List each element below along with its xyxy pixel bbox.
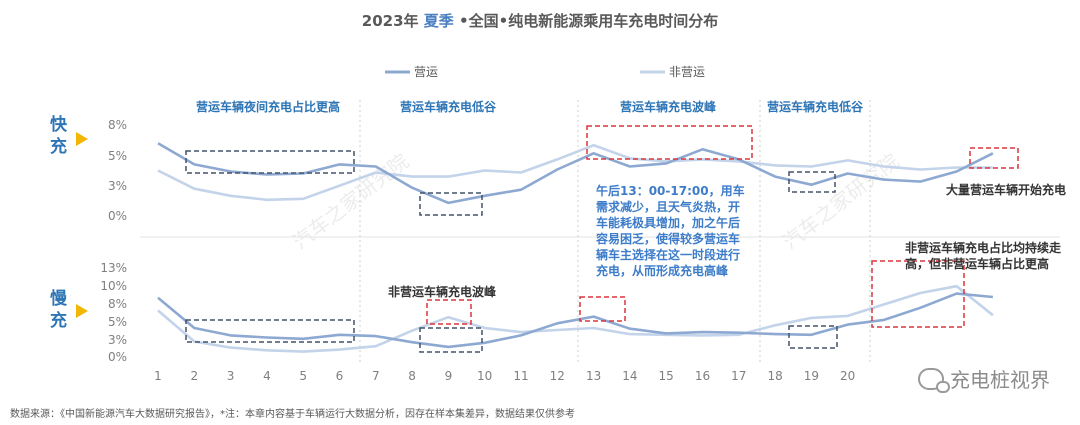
- y-ticks-fast: 8% 5% 3% 0%: [108, 118, 127, 223]
- x-tick-label: 1: [154, 369, 162, 383]
- annotation-line: 充电，从而形成充电高峰: [596, 263, 729, 278]
- annotation-line: 需求减少，且天气炎热，开: [596, 199, 740, 214]
- box-rise-slow: [871, 260, 965, 328]
- box-morning-slow: [419, 327, 483, 353]
- panel-arrow-slow: [76, 304, 88, 318]
- annotation-start-charge: 大量营运车辆开始充电: [946, 182, 1066, 197]
- legend: 营运 非营运: [385, 65, 705, 79]
- legend-label-non-operating: 非营运: [669, 65, 705, 79]
- y-tick-label: 10%: [100, 279, 127, 293]
- y-tick-label: 0%: [108, 209, 127, 223]
- panel-arrow-fast: [76, 132, 88, 146]
- fast-series-line-non-operating: [157, 143, 993, 202]
- box-evening-slow: [788, 325, 838, 349]
- x-tick-label: 9: [445, 369, 453, 383]
- logo-text: 充电桩视界: [950, 368, 1050, 392]
- annotation-line: 容易困乏，使得较多营运车: [595, 231, 740, 246]
- highlight-boxes: [185, 125, 1019, 353]
- x-tick-label: 13: [586, 369, 601, 383]
- title-part-year: 2023年: [362, 12, 424, 30]
- title-part-season: 夏季: [423, 12, 454, 30]
- y-tick-label: 3%: [108, 179, 127, 193]
- y-ticks-slow: 13% 10% 8% 5% 3% 0%: [100, 261, 127, 364]
- box-night-slow: [185, 319, 355, 343]
- wechat-icon: [918, 367, 950, 393]
- chart-title: 2023年 夏季 •全国•纯电新能源乘用车充电时间分布: [362, 12, 718, 30]
- section-label-evening-low: 营运车辆充电低谷: [767, 99, 864, 114]
- annotation-nonop-rise-1: 非营运车辆充电占比均持续走: [905, 240, 1061, 255]
- x-tick-label: 19: [804, 369, 819, 383]
- x-tick-label: 2: [190, 369, 198, 383]
- x-tick-label: 3: [227, 369, 235, 383]
- box-peak-fast: [586, 125, 753, 160]
- x-axis: 1 2 3 4 5 6 7 8 9 10 11 12 13 14 15 16 17 18 19 20: [154, 369, 855, 383]
- x-tick-label: 12: [550, 369, 565, 383]
- y-tick-label: 13%: [100, 261, 127, 275]
- x-tick-label: 7: [372, 369, 380, 383]
- section-label-night: 营运车辆夜间充电占比更高: [196, 99, 340, 114]
- slow-series-line-non-operating: [157, 284, 994, 353]
- fast-series-line-operating: [157, 142, 994, 205]
- x-tick-label: 16: [695, 369, 710, 383]
- section-separators: [359, 100, 871, 362]
- title-part-rest: •全国•纯电新能源乘用车充电时间分布: [454, 12, 718, 30]
- y-tick-label: 0%: [108, 350, 127, 364]
- y-tick-label: 3%: [108, 333, 127, 347]
- x-tick-label: 4: [263, 369, 271, 383]
- annotation-midday-note: 午后13：00-17:00，用车 需求减少，且天气炎热，开 车能耗极具增加，加之…: [595, 183, 745, 278]
- slow-series-line-operating: [157, 292, 994, 349]
- x-tick-label: 5: [299, 369, 307, 383]
- panel-label-slow-1: 慢: [50, 288, 68, 309]
- annotation-line: 车能耗极具增加，加之午后: [596, 215, 740, 230]
- y-tick-label: 5%: [108, 149, 127, 163]
- panel-label-slow-2: 充: [50, 310, 67, 331]
- y-tick-label: 5%: [108, 315, 127, 329]
- y-tick-label: 8%: [108, 118, 127, 132]
- section-label-peak: 营运车辆充电波峰: [620, 99, 717, 114]
- watermark-text-2: 汽车之家研究院: [778, 149, 903, 254]
- source-logo: 充电桩视界: [918, 364, 1050, 393]
- annotation-line: 辆车主选择在这一时段进行: [596, 247, 740, 262]
- panel-label-fast-1: 快: [50, 114, 68, 135]
- x-tick-label: 11: [513, 369, 528, 383]
- box-morning-fast: [419, 192, 483, 216]
- x-tick-label: 10: [477, 369, 492, 383]
- box-evening-fast: [788, 171, 836, 193]
- annotation-nonop-peak: 非营运车辆充电波峰: [388, 284, 497, 299]
- box-night-fast: [185, 150, 355, 174]
- section-label-morning-low: 营运车辆充电低谷: [400, 99, 497, 114]
- x-tick-label: 15: [659, 369, 674, 383]
- annotation-line: 午后13：00-17:00，用车: [596, 183, 745, 198]
- box-peak-slow: [579, 296, 626, 322]
- footnote: 数据来源：《中国新能源汽车大数据研究报告》，*注：本章内容基于车辆运行大数据分析…: [10, 409, 575, 420]
- box-nonop-peak-slow: [426, 299, 472, 325]
- panel-label-fast-2: 充: [50, 136, 67, 157]
- y-tick-label: 8%: [108, 297, 127, 311]
- x-tick-label: 14: [622, 369, 637, 383]
- x-tick-label: 6: [336, 369, 344, 383]
- x-tick-label: 17: [731, 369, 746, 383]
- x-tick-label: 8: [408, 369, 416, 383]
- x-tick-label: 20: [840, 369, 855, 383]
- x-tick-label: 18: [767, 369, 782, 383]
- series-layer: [157, 142, 994, 353]
- legend-label-operating: 营运: [414, 65, 438, 79]
- annotation-nonop-rise-2: 高，但非营运车辆占比更高: [905, 256, 1049, 271]
- box-start-fast: [969, 147, 1019, 169]
